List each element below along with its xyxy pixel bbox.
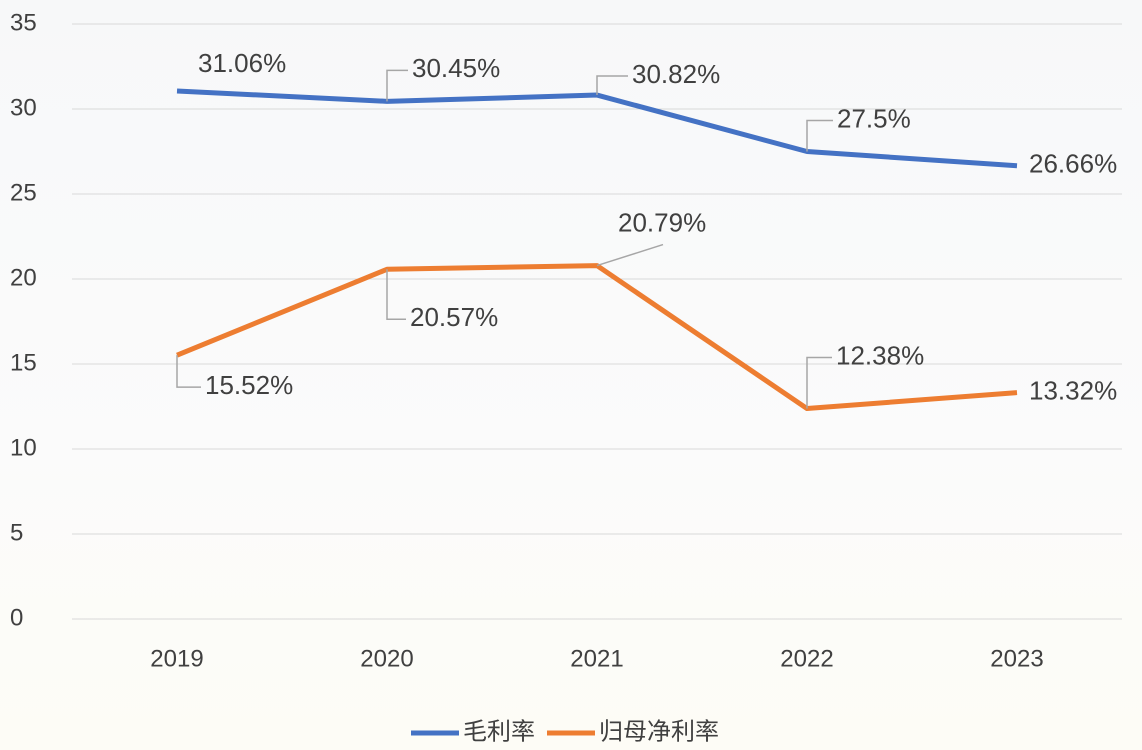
line-series (177, 266, 1017, 409)
legend-label: 归母净利率 (599, 718, 719, 745)
leader-line (177, 355, 201, 387)
data-label: 13.32% (1029, 375, 1117, 405)
x-tick-label: 2020 (360, 645, 413, 672)
data-label: 30.45% (412, 53, 500, 83)
x-tick-label: 2023 (990, 645, 1043, 672)
legend-label: 毛利率 (463, 718, 535, 745)
y-tick-label: 35 (10, 9, 37, 36)
data-label: 12.38% (836, 340, 924, 370)
y-tick-label: 30 (10, 94, 37, 121)
leader-line (597, 76, 628, 95)
y-tick-label: 25 (10, 179, 37, 206)
data-label: 26.66% (1029, 149, 1117, 179)
y-tick-label: 5 (10, 519, 23, 546)
leader-line (597, 245, 663, 266)
leader-line (387, 269, 406, 319)
y-tick-label: 15 (10, 349, 37, 376)
chart: 0 5 10 15 20 25 30 35 2019 2020 2021 2022 2023 31.06%… (0, 0, 1142, 750)
y-tick-label: 20 (10, 264, 37, 291)
x-tick-label: 2019 (150, 645, 203, 672)
data-label: 20.57% (410, 302, 498, 332)
leader-line (807, 121, 833, 152)
leader-line (807, 358, 832, 409)
data-label: 20.79% (618, 207, 706, 237)
y-tick-label: 0 (10, 604, 23, 631)
data-label: 15.52% (205, 370, 293, 400)
data-label: 31.06% (198, 48, 286, 78)
x-tick-label: 2022 (780, 645, 833, 672)
y-tick-label: 10 (10, 434, 37, 461)
leader-line (387, 70, 408, 101)
data-label: 30.82% (632, 59, 720, 89)
data-label: 27.5% (837, 103, 911, 133)
x-tick-label: 2021 (570, 645, 623, 672)
